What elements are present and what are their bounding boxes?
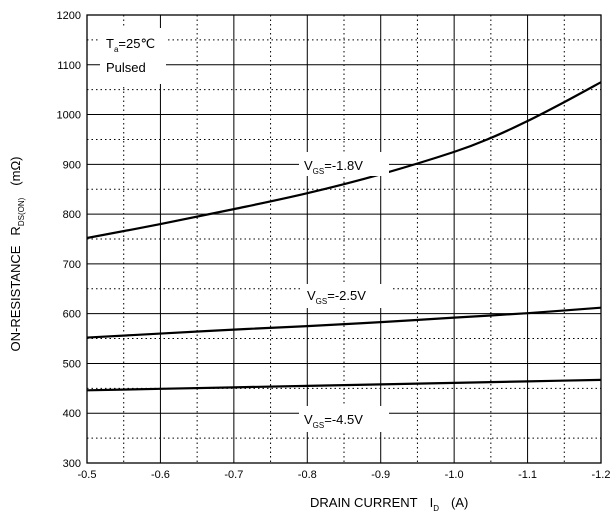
series-line-2	[86, 306, 602, 339]
y-tick-label: 400	[63, 408, 81, 420]
y-tick-label: 1000	[57, 110, 81, 122]
x-tick-label: -1.2	[592, 469, 611, 481]
series-label-vgs-4.5: VGS=-4.5V	[304, 412, 363, 430]
y-tick-label: 1100	[57, 60, 81, 72]
y-tick-label: 600	[63, 309, 81, 321]
series-label-bg-2	[302, 284, 392, 308]
series-label-bg-1	[299, 152, 389, 176]
series-line-3	[86, 378, 602, 392]
y-tick-label: 900	[63, 159, 81, 171]
x-tick-label: -1.0	[445, 469, 464, 481]
y-tick-label: 700	[63, 259, 81, 271]
series-label-vgs-2.5: VGS=-2.5V	[307, 288, 366, 306]
plot-frame	[86, 14, 602, 464]
y-tick-label: 1200	[57, 10, 81, 22]
y-tick-label: 800	[63, 209, 81, 221]
y-tick-label: 300	[63, 458, 81, 470]
x-tick-label: -1.1	[518, 469, 537, 481]
tick-labels: -0.5 -0.6 -0.7 -0.8 -0.9 -1.0 -1.1 -1.2 300 400 50…	[57, 10, 611, 481]
series-lines	[86, 81, 602, 392]
y-tick-label: 500	[63, 358, 81, 370]
condition-temp: Ta=25℃	[106, 36, 155, 54]
condition-box-bg	[100, 28, 166, 84]
x-tick-label: -0.5	[78, 469, 97, 481]
x-tick-label: -0.8	[298, 469, 317, 481]
series-label-bg-3	[299, 406, 389, 432]
x-tick-label: -0.9	[371, 469, 390, 481]
condition-mode: Pulsed	[106, 60, 146, 75]
x-tick-label: -0.7	[224, 469, 243, 481]
x-axis-title: DRAIN CURRENT ID (A)	[310, 495, 468, 513]
series-line-1	[86, 81, 602, 240]
series-label-vgs-1.8: VGS=-1.8V	[304, 158, 363, 176]
x-tick-label: -0.6	[151, 469, 170, 481]
y-axis-title: ON-RESISTANCERDS(ON)(mΩ)	[8, 157, 26, 352]
